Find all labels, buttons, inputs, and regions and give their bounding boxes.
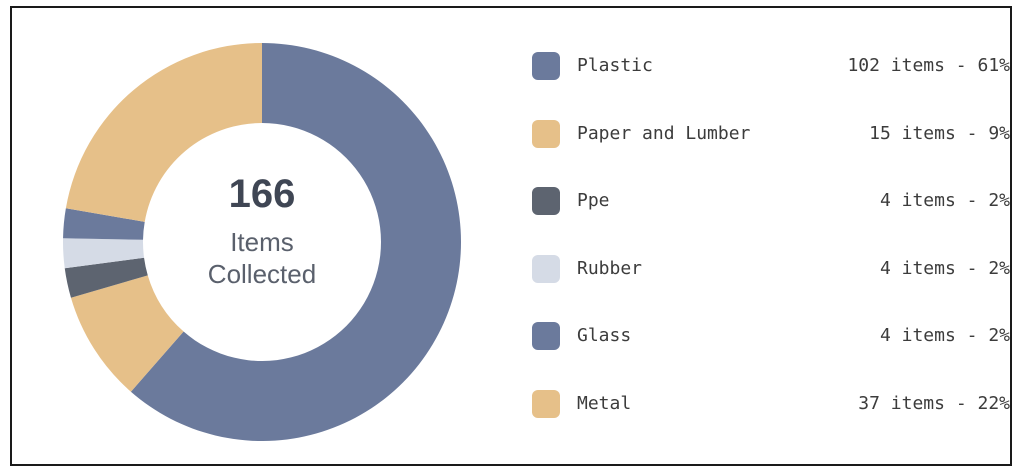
legend-swatch bbox=[532, 187, 560, 215]
legend-swatch bbox=[532, 389, 560, 418]
legend-name: Plastic bbox=[577, 55, 653, 76]
legend-value: 15 items - 9% bbox=[869, 122, 1010, 144]
legend-value: 4 items - 2% bbox=[879, 257, 1010, 279]
legend-swatch bbox=[532, 119, 560, 148]
legend-name: Glass bbox=[577, 325, 632, 346]
legend-name: Ppe bbox=[577, 190, 610, 211]
donut-svg bbox=[62, 43, 462, 441]
center-label: Items Collected bbox=[162, 226, 362, 290]
slice-rubber bbox=[62, 238, 145, 269]
legend-value: 102 items - 61% bbox=[847, 55, 1010, 76]
legend: Plastic 102 items - 61% Paper and Lumber 15… bbox=[532, 50, 1010, 455]
legend-value: 4 items - 2% bbox=[879, 190, 1010, 211]
legend-item-metal: Metal 37 items - 22% bbox=[532, 388, 1010, 420]
legend-item-glass: Glass 4 items - 2% bbox=[532, 320, 1010, 352]
center-label-line2: Collected bbox=[207, 259, 317, 289]
legend-swatch bbox=[532, 254, 560, 283]
legend-swatch bbox=[532, 322, 560, 350]
legend-item-ppe: Ppe 4 items - 2% bbox=[532, 185, 1010, 217]
slice-plastic bbox=[130, 43, 462, 441]
legend-value: 4 items - 2% bbox=[879, 325, 1010, 346]
slice-metal bbox=[65, 43, 262, 222]
slice-glass bbox=[63, 208, 145, 240]
slice-ppe bbox=[64, 257, 148, 298]
legend-item-paper-and-lumber: Paper and Lumber 15 items - 9% bbox=[532, 118, 1010, 150]
legend-swatch bbox=[532, 52, 560, 80]
legend-value: 37 items - 22% bbox=[858, 392, 1010, 414]
legend-item-rubber: Rubber 4 items - 2% bbox=[532, 253, 1010, 285]
legend-name: Metal bbox=[577, 392, 632, 414]
chart-card: 166 Items Collected Plastic 102 items - 6… bbox=[10, 6, 1012, 466]
legend-name: Rubber bbox=[577, 257, 643, 279]
legend-name: Paper and Lumber bbox=[577, 122, 751, 144]
donut-chart: 166 Items Collected bbox=[60, 40, 464, 444]
legend-item-plastic: Plastic 102 items - 61% bbox=[532, 50, 1010, 82]
center-label-line1: Items bbox=[230, 227, 294, 257]
slice-paper-and-lumber bbox=[70, 275, 184, 392]
center-total: 166 bbox=[228, 172, 296, 216]
